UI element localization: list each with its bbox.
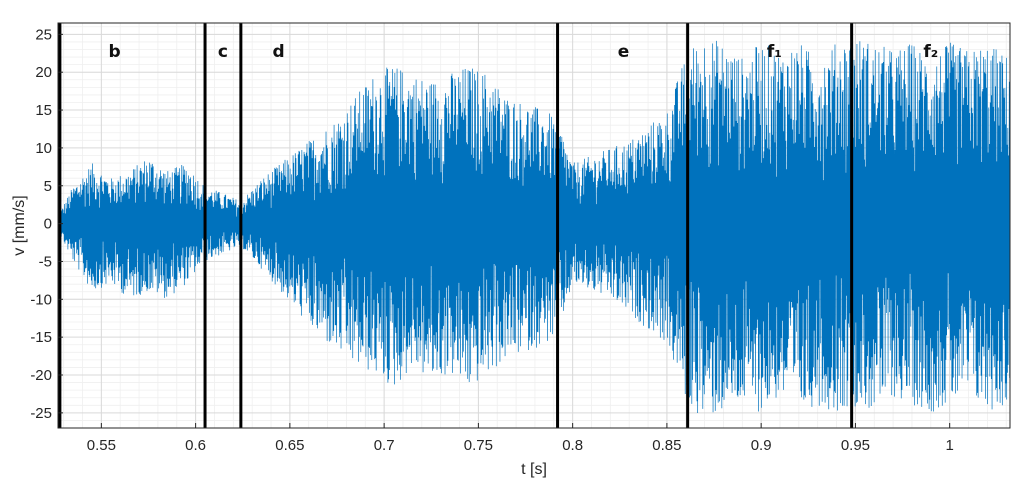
y-tick-label: 5 xyxy=(44,178,52,195)
phase-label: f₁ xyxy=(767,42,782,62)
y-axis-ticks: 25 20 15 10 5 0 -5 -10 -15 -20 -25 xyxy=(30,26,63,422)
x-axis-ticks: 0.55 0.6 0.65 0.7 0.75 0.8 0.85 0.9 0.95 1 xyxy=(87,423,954,454)
x-tick-label: 0.65 xyxy=(275,437,304,454)
x-tick-label: 0.6 xyxy=(185,437,206,454)
y-axis-label: v [mm/s] xyxy=(11,195,28,255)
y-tick-label: 25 xyxy=(35,26,52,43)
x-tick-label: 0.7 xyxy=(374,437,395,454)
y-tick-label: 0 xyxy=(44,216,52,233)
phase-label: c xyxy=(218,42,228,62)
y-tick-label: 15 xyxy=(35,102,52,119)
y-tick-label: -10 xyxy=(30,291,52,308)
y-tick-label: -25 xyxy=(30,405,52,422)
x-tick-label: 0.95 xyxy=(841,437,870,454)
y-tick-label: -15 xyxy=(30,329,52,346)
x-tick-label: 0.9 xyxy=(751,437,772,454)
x-tick-label: 1 xyxy=(946,437,954,454)
axes-box xyxy=(57,22,1011,429)
phase-label: e xyxy=(618,42,630,62)
x-tick-label: 0.8 xyxy=(562,437,583,454)
phase-label: b xyxy=(108,42,120,62)
y-tick-label: -5 xyxy=(39,253,52,270)
x-tick-label: 0.85 xyxy=(652,437,681,454)
x-tick-label: 0.55 xyxy=(87,437,116,454)
y-tick-label: -20 xyxy=(30,367,52,384)
x-tick-label: 0.75 xyxy=(464,437,493,454)
phase-boundaries xyxy=(58,23,854,428)
phase-label: f₂ xyxy=(923,42,938,62)
y-tick-label: 10 xyxy=(35,140,52,157)
y-tick-label: 20 xyxy=(35,64,52,81)
phase-label: d xyxy=(272,42,284,62)
x-axis-label: t [s] xyxy=(521,461,547,478)
phase-labels: b c d e f₁ f₂ xyxy=(108,42,938,62)
